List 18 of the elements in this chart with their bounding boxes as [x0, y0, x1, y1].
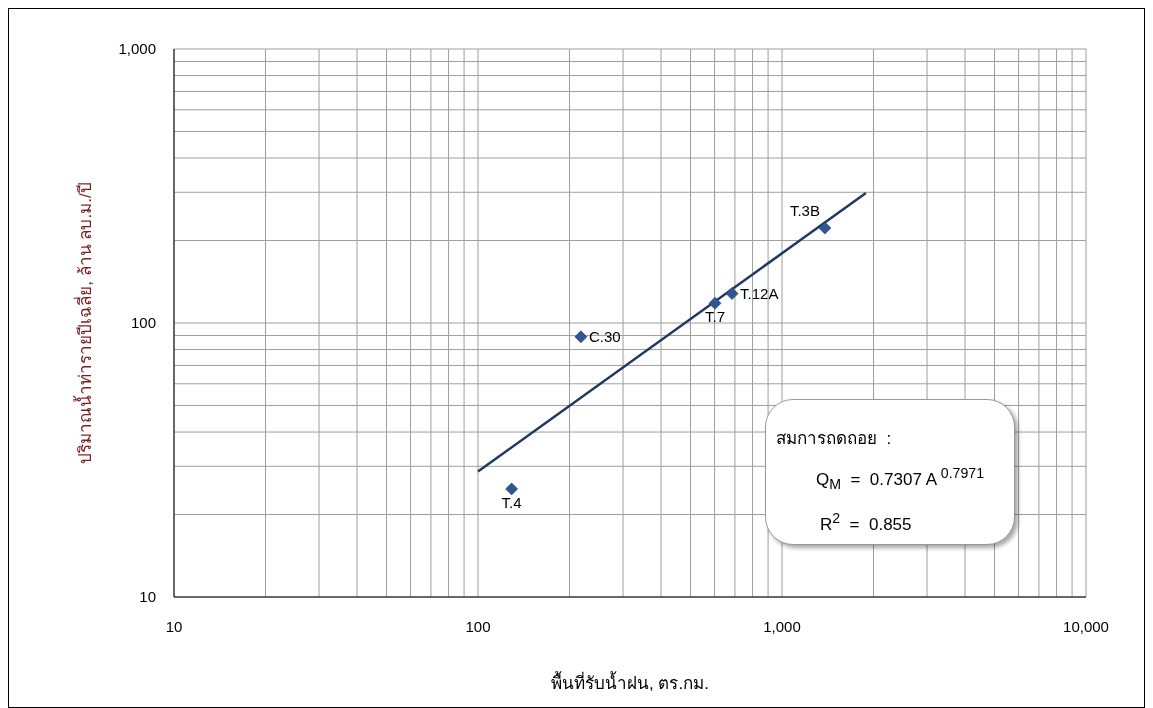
- x-tick-label: 1,000: [763, 617, 801, 635]
- annotation: T.12A: [740, 284, 779, 302]
- x-tick-label: 10: [165, 617, 183, 635]
- annotation: T.4: [501, 493, 522, 511]
- x-axis-title: พื้นที่รับน้ำฝน, ตร.กม.: [551, 671, 709, 693]
- annotation: R$^{2}$ = 0.855: [819, 509, 913, 536]
- y-tick-label: 100: [130, 314, 156, 332]
- annotation: Q$_{M}$ = 0.7307 A $^{0.7971}$: [815, 464, 986, 495]
- annotation: สมการถดถอย :: [776, 428, 893, 450]
- y-tick-label: 10: [139, 588, 156, 606]
- y-tick-label: 1,000: [118, 40, 156, 58]
- annotation: C.30: [588, 328, 621, 346]
- y-axis-title: ปริมาณน้ำท่ารายปีเฉลี่ย, ล้าน ลบ.ม./ปี: [73, 182, 96, 464]
- x-tick-label: 10,000: [1063, 617, 1109, 635]
- equation-box: สมการถดถอย : Q$_{M}$ = 0.7307 A $^{0.7971}$ R$^{2}$ = 0.855: [765, 399, 1015, 545]
- annotation: T.7: [704, 307, 726, 325]
- annotation: T.3B: [789, 202, 820, 220]
- x-tick-label: 100: [465, 617, 491, 635]
